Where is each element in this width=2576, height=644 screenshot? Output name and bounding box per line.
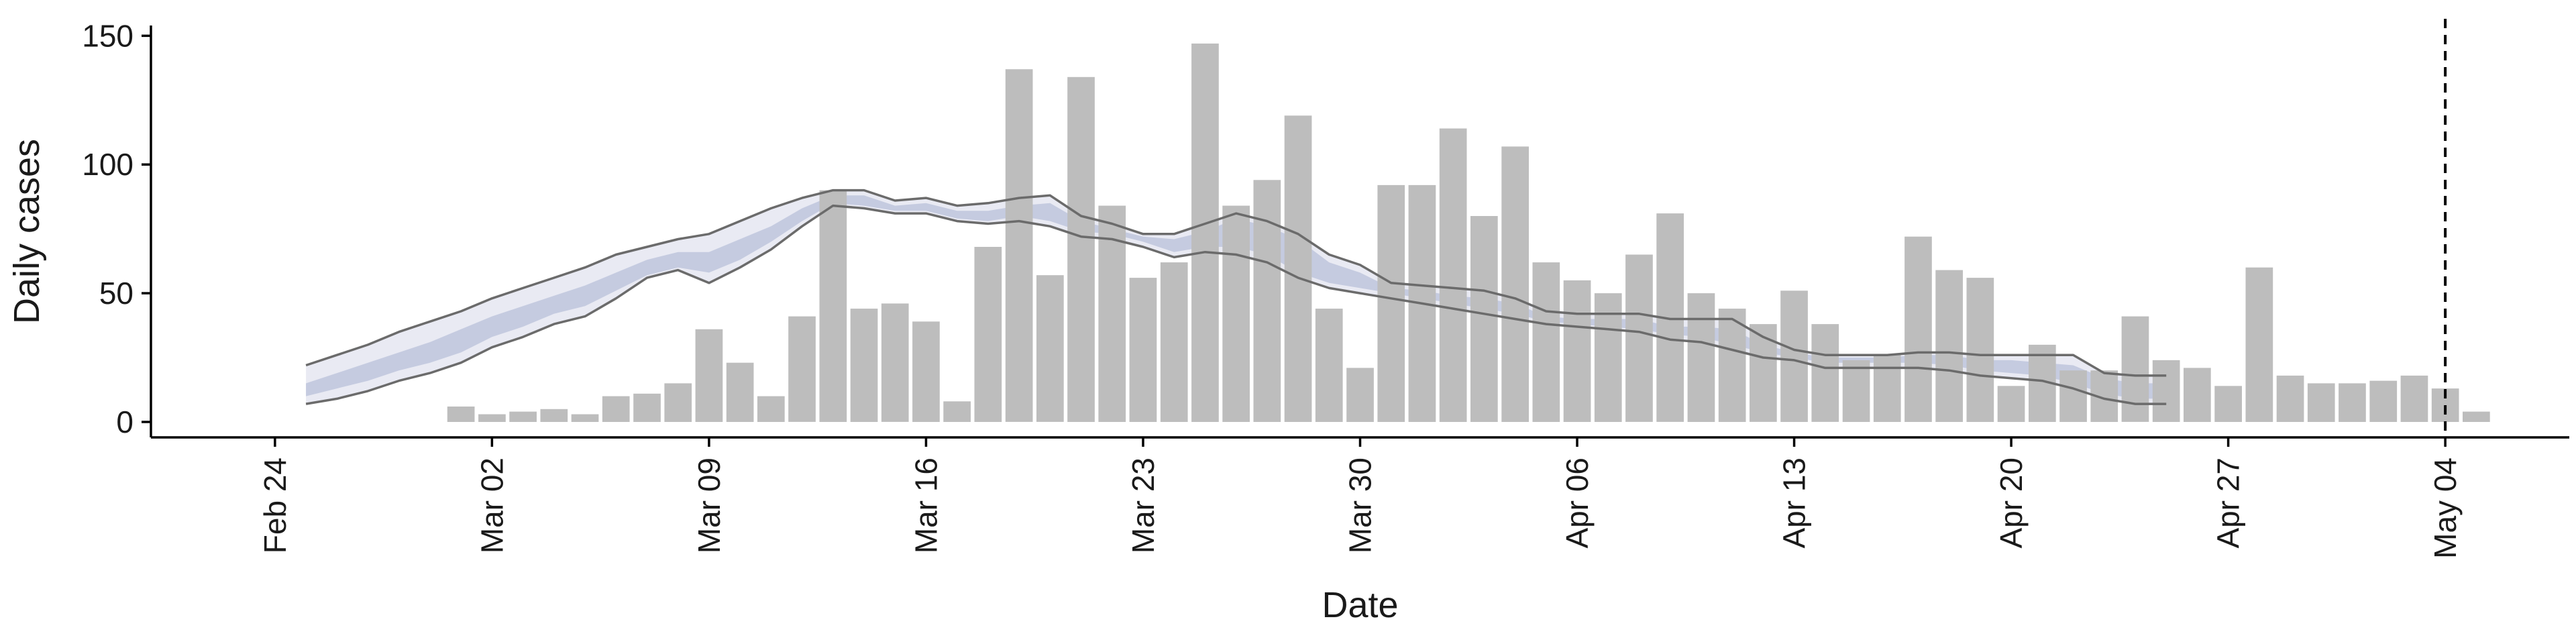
bar [1718,309,1746,422]
bar [881,303,909,422]
bar [571,414,599,422]
bar [1966,278,1994,422]
x-tick-label: Apr 27 [2211,458,2246,549]
bar [1750,324,1777,422]
x-tick-label: Apr 06 [1560,458,1595,549]
y-tick-label: 50 [99,276,133,311]
bar [1532,262,1560,422]
bar [1315,309,1343,422]
bar [1501,146,1529,422]
bar [1811,324,1839,422]
bar [602,396,630,422]
bar [1036,275,1064,422]
y-tick-label: 100 [82,147,133,182]
bar [2184,368,2211,422]
bar [1842,360,1870,422]
x-tick-label: Apr 13 [1777,458,1812,549]
bar [788,316,816,422]
bar [695,329,723,422]
bar [974,247,1002,422]
bar [2307,383,2335,422]
bar [1780,290,1808,422]
bar [478,414,506,422]
bar [912,321,940,422]
x-tick-label: May 04 [2428,458,2463,559]
x-tick-label: Mar 23 [1126,458,1161,553]
bar [1470,216,1498,422]
bar [2369,380,2398,422]
x-tick-label: Mar 02 [474,458,509,553]
bar [1005,69,1033,422]
bar [1160,262,1188,422]
lower-bound-line [305,204,2167,405]
bar [1253,180,1281,422]
bar [1346,368,1374,422]
bar [1129,278,1157,422]
y-tick-label: 0 [116,405,133,439]
nowcast-bound-lines [305,189,2167,405]
bar [1625,254,1653,422]
bar [819,190,847,422]
bar [2245,267,2273,422]
bar [1873,355,1901,422]
bar [2400,375,2428,422]
x-tick-label: Mar 16 [908,458,943,553]
bar [850,309,878,422]
bar [726,362,754,422]
bar [1997,386,2025,422]
bar [447,407,475,422]
outer-band [306,190,2167,405]
bar [1594,293,1622,422]
bar [1191,43,1219,422]
bar [1904,236,1932,422]
x-tick-label: Mar 09 [692,458,727,553]
bar [2059,370,2087,422]
x-tick-label: Mar 30 [1343,458,1378,553]
bar [2121,316,2149,422]
bar [943,401,971,422]
bar [540,409,568,422]
upper-bound-line [305,189,2167,377]
y-axis-title: Daily cases [7,139,47,324]
bar [757,396,785,422]
bar [633,393,661,422]
bar [1067,76,1095,423]
bar [1377,184,1405,422]
bar [1935,270,1963,422]
axes: 0 50 100 150 Feb 24 Mar 02 Mar 09 Mar 16 Mar 23 M… [82,18,2569,559]
x-tick-label: Feb 24 [258,458,292,553]
y-tick-label: 150 [82,18,133,53]
bar [509,411,537,422]
bar [2214,386,2242,422]
bar [2152,360,2180,422]
x-axis-title: Date [1322,585,1398,625]
bar [664,383,692,422]
bar [2339,383,2366,422]
bar [1284,115,1312,423]
bar [1563,280,1591,422]
x-tick-label: Apr 20 [1994,458,2029,549]
bar [1439,128,1467,422]
bar [2276,375,2304,422]
bar [2463,411,2490,422]
bar [1222,205,1250,422]
bar [1687,293,1715,422]
